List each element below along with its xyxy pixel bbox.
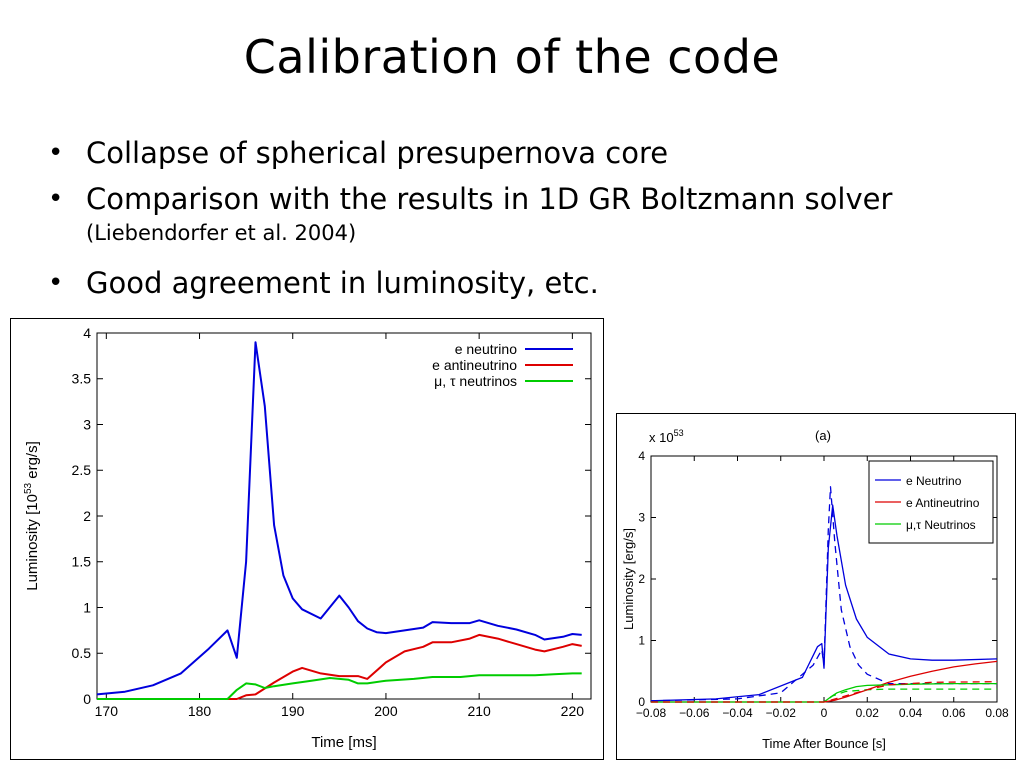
x-tick-label: −0.02 — [766, 706, 797, 720]
bullet-citation: (Liebendorfer et al. 2004) — [86, 221, 357, 245]
legend-label: μ,τ Neutrinos — [906, 518, 976, 532]
y-tick-label: 0 — [638, 695, 645, 709]
y-tick-label: 4 — [638, 449, 645, 463]
x-tick-label: 0.06 — [942, 706, 966, 720]
y-tick-label: 2 — [83, 508, 91, 524]
bullet-text: Comparison with the results in 1D GR Bol… — [86, 182, 893, 216]
y-tick-label: 4 — [83, 325, 91, 341]
y-axis-label: Luminosity [erg/s] — [621, 528, 636, 630]
y-tick-label: 1 — [638, 634, 645, 648]
bullet-item: • Comparison with the results in 1D GR B… — [48, 180, 1008, 248]
legend-label: μ, τ neutrinos — [434, 373, 517, 389]
bullet-dot: • — [48, 138, 64, 168]
slide-title: Calibration of the code — [243, 30, 781, 84]
bullet-dot: • — [48, 268, 64, 298]
x-tick-label: 190 — [281, 703, 305, 719]
luminosity-chart-left: 170 180 190 200 210 220 0 0.5 1 1.5 2 2.5 3 3.5 4 Time … — [10, 318, 604, 760]
y-tick-label: 2.5 — [72, 462, 92, 478]
y-axis-label: Luminosity [1053 erg/s] — [23, 441, 41, 591]
legend-label: e antineutrino — [432, 357, 517, 373]
y-tick-label: 0 — [83, 691, 91, 707]
x-axis-label: Time After Bounce [s] — [762, 736, 886, 751]
x-tick-label: 0 — [821, 706, 828, 720]
y-tick-label: 0.5 — [72, 645, 92, 661]
y-tick-label: 3.5 — [72, 371, 92, 387]
y-tick-label: 1 — [83, 599, 91, 615]
x-tick-label: 0.02 — [856, 706, 880, 720]
x-tick-label: 220 — [561, 703, 585, 719]
series-line — [97, 633, 582, 700]
y-tick-label: 1.5 — [72, 554, 92, 570]
x-tick-label: 200 — [374, 703, 398, 719]
x-tick-label: −0.06 — [679, 706, 710, 720]
series-line — [651, 681, 998, 703]
x-tick-label: 0.08 — [985, 706, 1009, 720]
series-line — [96, 341, 582, 696]
x-tick-label: 210 — [467, 703, 491, 719]
y-multiplier-label: x 1053 — [649, 428, 684, 445]
y-tick-label: 2 — [638, 572, 645, 586]
bullet-item: • Good agreement in luminosity, etc. — [48, 264, 1008, 302]
chart-panel-label: (a) — [815, 428, 831, 443]
x-tick-label: 170 — [95, 703, 119, 719]
y-tick-label: 3 — [638, 511, 645, 525]
series-line — [651, 660, 998, 703]
luminosity-chart-right-svg: −0.08 −0.06 −0.04 −0.02 0 0.02 0.04 0.06 0.08 0 1 2… — [621, 428, 1009, 751]
x-axis-label: Time [ms] — [311, 734, 376, 751]
luminosity-chart-left-svg: 170 180 190 200 210 220 0 0.5 1 1.5 2 2.5 3 3.5 4 Time … — [23, 325, 592, 751]
y-tick-label: 3 — [83, 416, 91, 432]
bullet-list: • Collapse of spherical presupernova cor… — [48, 134, 1008, 302]
bullet-text: Collapse of spherical presupernova core — [86, 136, 669, 170]
x-tick-label: 0.04 — [899, 706, 923, 720]
x-tick-label: 180 — [188, 703, 212, 719]
x-tick-label: −0.08 — [636, 706, 667, 720]
series-line — [97, 672, 582, 700]
bullet-text: Good agreement in luminosity, etc. — [86, 266, 599, 300]
luminosity-chart-right: −0.08 −0.06 −0.04 −0.02 0 0.02 0.04 0.06 0.08 0 1 2… — [616, 413, 1016, 760]
legend-label: e Antineutrino — [906, 496, 980, 510]
legend-label: e neutrino — [455, 341, 517, 357]
bullet-dot: • — [48, 184, 64, 214]
x-tick-label: −0.04 — [722, 706, 753, 720]
bullet-item: • Collapse of spherical presupernova cor… — [48, 134, 1008, 172]
series-line — [651, 682, 997, 703]
series-line — [650, 486, 997, 702]
legend-label: e Neutrino — [906, 474, 962, 488]
